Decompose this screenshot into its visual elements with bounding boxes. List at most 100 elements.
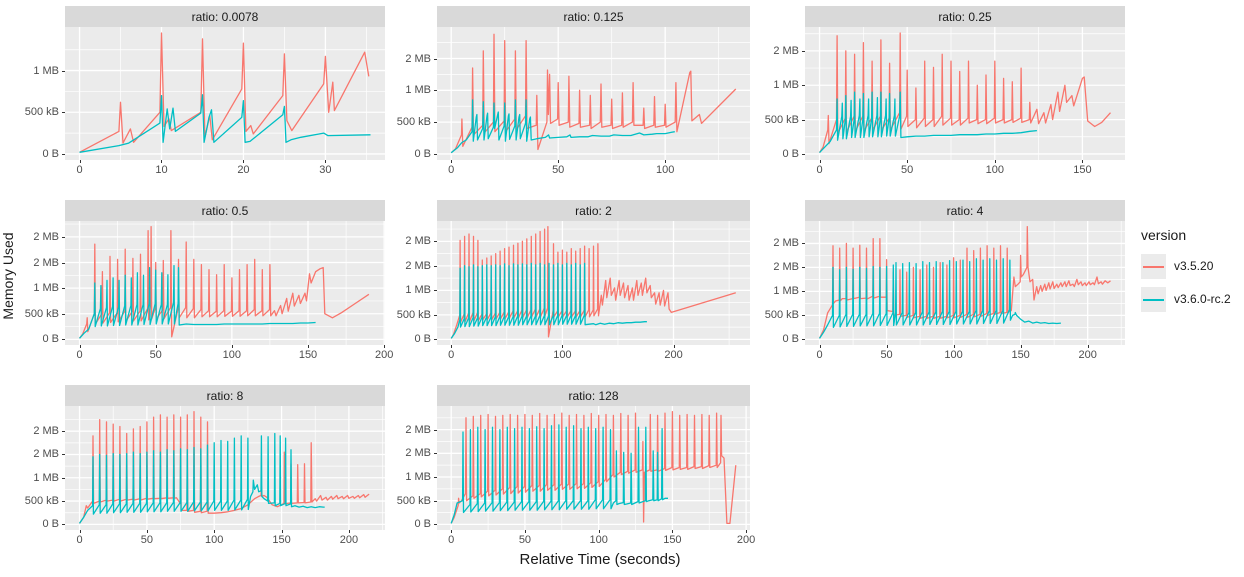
y-tick-label: 1 MB xyxy=(773,79,799,92)
x-tick-mark xyxy=(384,345,386,348)
y-tick-label: 1 MB xyxy=(405,284,431,297)
x-tick-label: 200 xyxy=(1078,349,1097,361)
y-tick-mark xyxy=(434,265,437,267)
x-tick-mark xyxy=(746,530,748,533)
y-tick-label: 2 MB xyxy=(33,256,59,269)
facet-strip: ratio: 128 xyxy=(437,385,750,406)
y-tick-mark xyxy=(62,477,65,479)
y-tick-label: 2 MB xyxy=(773,44,799,57)
y-tick-mark xyxy=(62,501,65,503)
y-tick-label: 0 B xyxy=(414,518,431,531)
x-tick-mark xyxy=(451,160,453,163)
y-tick-label: 0 B xyxy=(782,333,799,346)
x-tick-mark xyxy=(819,160,821,163)
y-tick-mark xyxy=(434,429,437,431)
x-tick-mark xyxy=(308,345,309,348)
y-tick-mark xyxy=(434,241,437,243)
y-tick-mark xyxy=(62,288,65,290)
y-tick-mark xyxy=(62,524,65,526)
x-tick-label: 200 xyxy=(374,349,394,361)
x-tick-label: 50 xyxy=(552,164,565,176)
series-line-v3.6.0-rc.2 xyxy=(450,424,668,524)
facet-0.125: ratio: 0.125 0 50 100 0 B 500 kB 1 MB 2 MB xyxy=(393,6,750,178)
y-tick-label: 500 kB xyxy=(24,495,59,508)
facet-strip-label: ratio: 4 xyxy=(946,203,984,218)
y-tick-label: 2 MB xyxy=(33,425,59,438)
y-tick-mark xyxy=(62,153,65,155)
y-tick-label: 2 MB xyxy=(405,52,431,65)
y-tick-label: 2 MB xyxy=(405,235,431,248)
x-tick-label: 150 xyxy=(1073,164,1092,176)
y-tick-mark xyxy=(62,236,65,238)
y-tick-label: 2 MB xyxy=(405,259,431,272)
y-tick-mark xyxy=(802,315,805,317)
y-tick-label: 1 MB xyxy=(33,282,59,295)
x-tick-mark xyxy=(1087,345,1089,348)
facet-0.0078: ratio: 0.0078 0 10 20 30 0 B 500 kB 1 MB xyxy=(21,6,385,178)
legend-label: v3.6.0-rc.2 xyxy=(1174,292,1231,306)
facet-strip-label: ratio: 0.5 xyxy=(201,203,249,218)
x-tick-label: 0 xyxy=(76,349,83,361)
y-tick-label: 2 MB xyxy=(773,237,799,250)
facet-strip: ratio: 4 xyxy=(805,200,1125,221)
x-tick-mark xyxy=(562,345,564,348)
x-tick-label: 100 xyxy=(655,164,675,176)
x-tick-label: 50 xyxy=(518,534,532,546)
y-tick-mark xyxy=(802,153,805,155)
y-tick-label: 2 MB xyxy=(33,230,59,243)
y-tick-label: 0 B xyxy=(414,333,431,346)
y-tick-label: 500 kB xyxy=(396,308,431,321)
y-tick-mark xyxy=(434,500,437,502)
y-tick-mark xyxy=(802,267,805,269)
y-tick-mark xyxy=(434,339,437,341)
x-tick-label: 100 xyxy=(222,349,242,361)
y-tick-mark xyxy=(434,58,437,60)
y-tick-label: 2 MB xyxy=(33,448,59,461)
y-tick-label: 2 MB xyxy=(773,261,799,274)
x-tick-mark xyxy=(953,345,955,348)
x-tick-label: 50 xyxy=(901,164,914,176)
series-line-v3.6.0-rc.2 xyxy=(79,264,316,339)
y-tick-label: 500 kB xyxy=(396,116,431,129)
x-tick-mark xyxy=(451,530,453,533)
y-tick-mark xyxy=(802,119,805,121)
facet-strip-label: ratio: 128 xyxy=(568,388,619,403)
x-tick-mark xyxy=(819,345,821,348)
y-tick-mark xyxy=(802,243,805,245)
y-tick-label: 500 kB xyxy=(396,494,431,507)
x-tick-mark xyxy=(1082,160,1084,163)
facet-panel xyxy=(437,221,750,345)
facet-4: ratio: 4 0 50 100 150 200 0 B 500 kB 1 MB 2 MB 2 M… xyxy=(761,200,1125,363)
x-tick-label: 150 xyxy=(298,349,318,361)
x-tick-mark xyxy=(281,530,283,533)
y-tick-mark xyxy=(434,314,437,316)
series-line-v3.5.20 xyxy=(450,33,737,154)
series-line-v3.6.0-rc.2 xyxy=(450,262,647,339)
x-tick-label: 50 xyxy=(149,349,162,361)
facet-panel xyxy=(805,27,1125,160)
legend-item-v3520: v3.5.20 xyxy=(1141,253,1231,279)
y-tick-mark xyxy=(62,262,65,264)
y-tick-mark xyxy=(434,153,437,155)
y-tick-mark xyxy=(62,112,65,114)
facet-strip: ratio: 2 xyxy=(437,200,750,221)
y-tick-mark xyxy=(802,50,805,52)
y-tick-mark xyxy=(434,122,437,124)
series-line-v3.6.0-rc.2 xyxy=(818,258,1061,339)
x-tick-mark xyxy=(524,530,526,533)
x-tick-mark xyxy=(907,160,909,163)
x-tick-mark xyxy=(348,530,350,533)
facet-strip: ratio: 0.125 xyxy=(437,6,750,27)
facet-strip-label: ratio: 0.25 xyxy=(938,9,992,24)
facet-2: ratio: 2 0 100 200 0 B 500 kB 1 MB 2 MB 2 MB xyxy=(393,200,750,363)
x-tick-label: 30 xyxy=(319,164,332,176)
x-tick-label: 0 xyxy=(448,164,455,176)
x-tick-label: 10 xyxy=(155,164,168,176)
y-tick-mark xyxy=(434,90,437,92)
x-tick-label: 0 xyxy=(76,164,83,176)
x-tick-label: 0 xyxy=(76,534,83,546)
y-tick-mark xyxy=(802,339,805,341)
x-tick-label: 100 xyxy=(205,534,224,546)
facet-0.5: ratio: 0.5 0 50 100 150 200 0 B 500 kB 1 MB 2 MB 2… xyxy=(21,200,393,363)
y-tick-label: 1 MB xyxy=(405,470,431,483)
